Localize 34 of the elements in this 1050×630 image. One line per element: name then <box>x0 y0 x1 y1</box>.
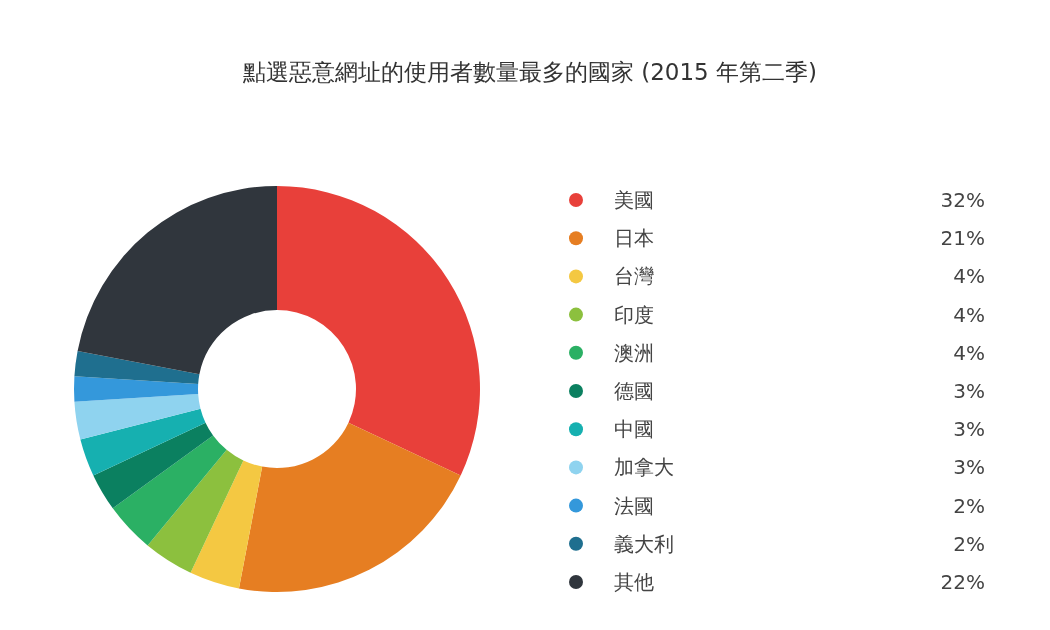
donut-slice <box>80 408 206 476</box>
data-label: 3% <box>953 379 985 403</box>
legend-label: 美國 <box>614 188 654 212</box>
legend-label: 中國 <box>614 417 654 442</box>
legend-label: 其他 <box>614 570 654 594</box>
donut-slice <box>93 422 214 509</box>
legend-label: 台灣 <box>614 264 654 289</box>
data-label: 3% <box>953 455 985 480</box>
data-label: 4% <box>953 340 985 365</box>
donut-slice <box>277 186 480 476</box>
donut-slice <box>238 422 461 592</box>
donut-slice <box>74 393 201 440</box>
legend-label: 日本 <box>614 226 654 251</box>
donut-slice <box>74 350 200 385</box>
donut-slice <box>190 460 263 589</box>
data-label: 21% <box>940 226 985 251</box>
data-label: 4% <box>953 302 985 327</box>
chart-title: 點選惡意網址的使用者數量最多的國家 (2015 年第二季) <box>241 59 818 85</box>
data-label: 2% <box>953 493 985 518</box>
data-label: 2% <box>953 531 985 556</box>
legend-label: 法國 <box>614 493 654 518</box>
legend-label: 加拿大 <box>614 455 674 480</box>
donut-slice <box>74 376 199 402</box>
data-label: 4% <box>953 264 985 289</box>
legend-label: 德國 <box>614 379 654 403</box>
data-label: 3% <box>953 417 985 442</box>
donut-slice <box>112 435 227 546</box>
data-label: 22% <box>940 570 985 594</box>
legend-label: 印度 <box>614 302 654 327</box>
legend-label: 義大利 <box>614 531 674 556</box>
donut-slice <box>77 186 277 375</box>
data-label: 32% <box>940 188 985 212</box>
legend-label: 澳洲 <box>614 340 654 365</box>
donut-slice <box>147 449 244 573</box>
